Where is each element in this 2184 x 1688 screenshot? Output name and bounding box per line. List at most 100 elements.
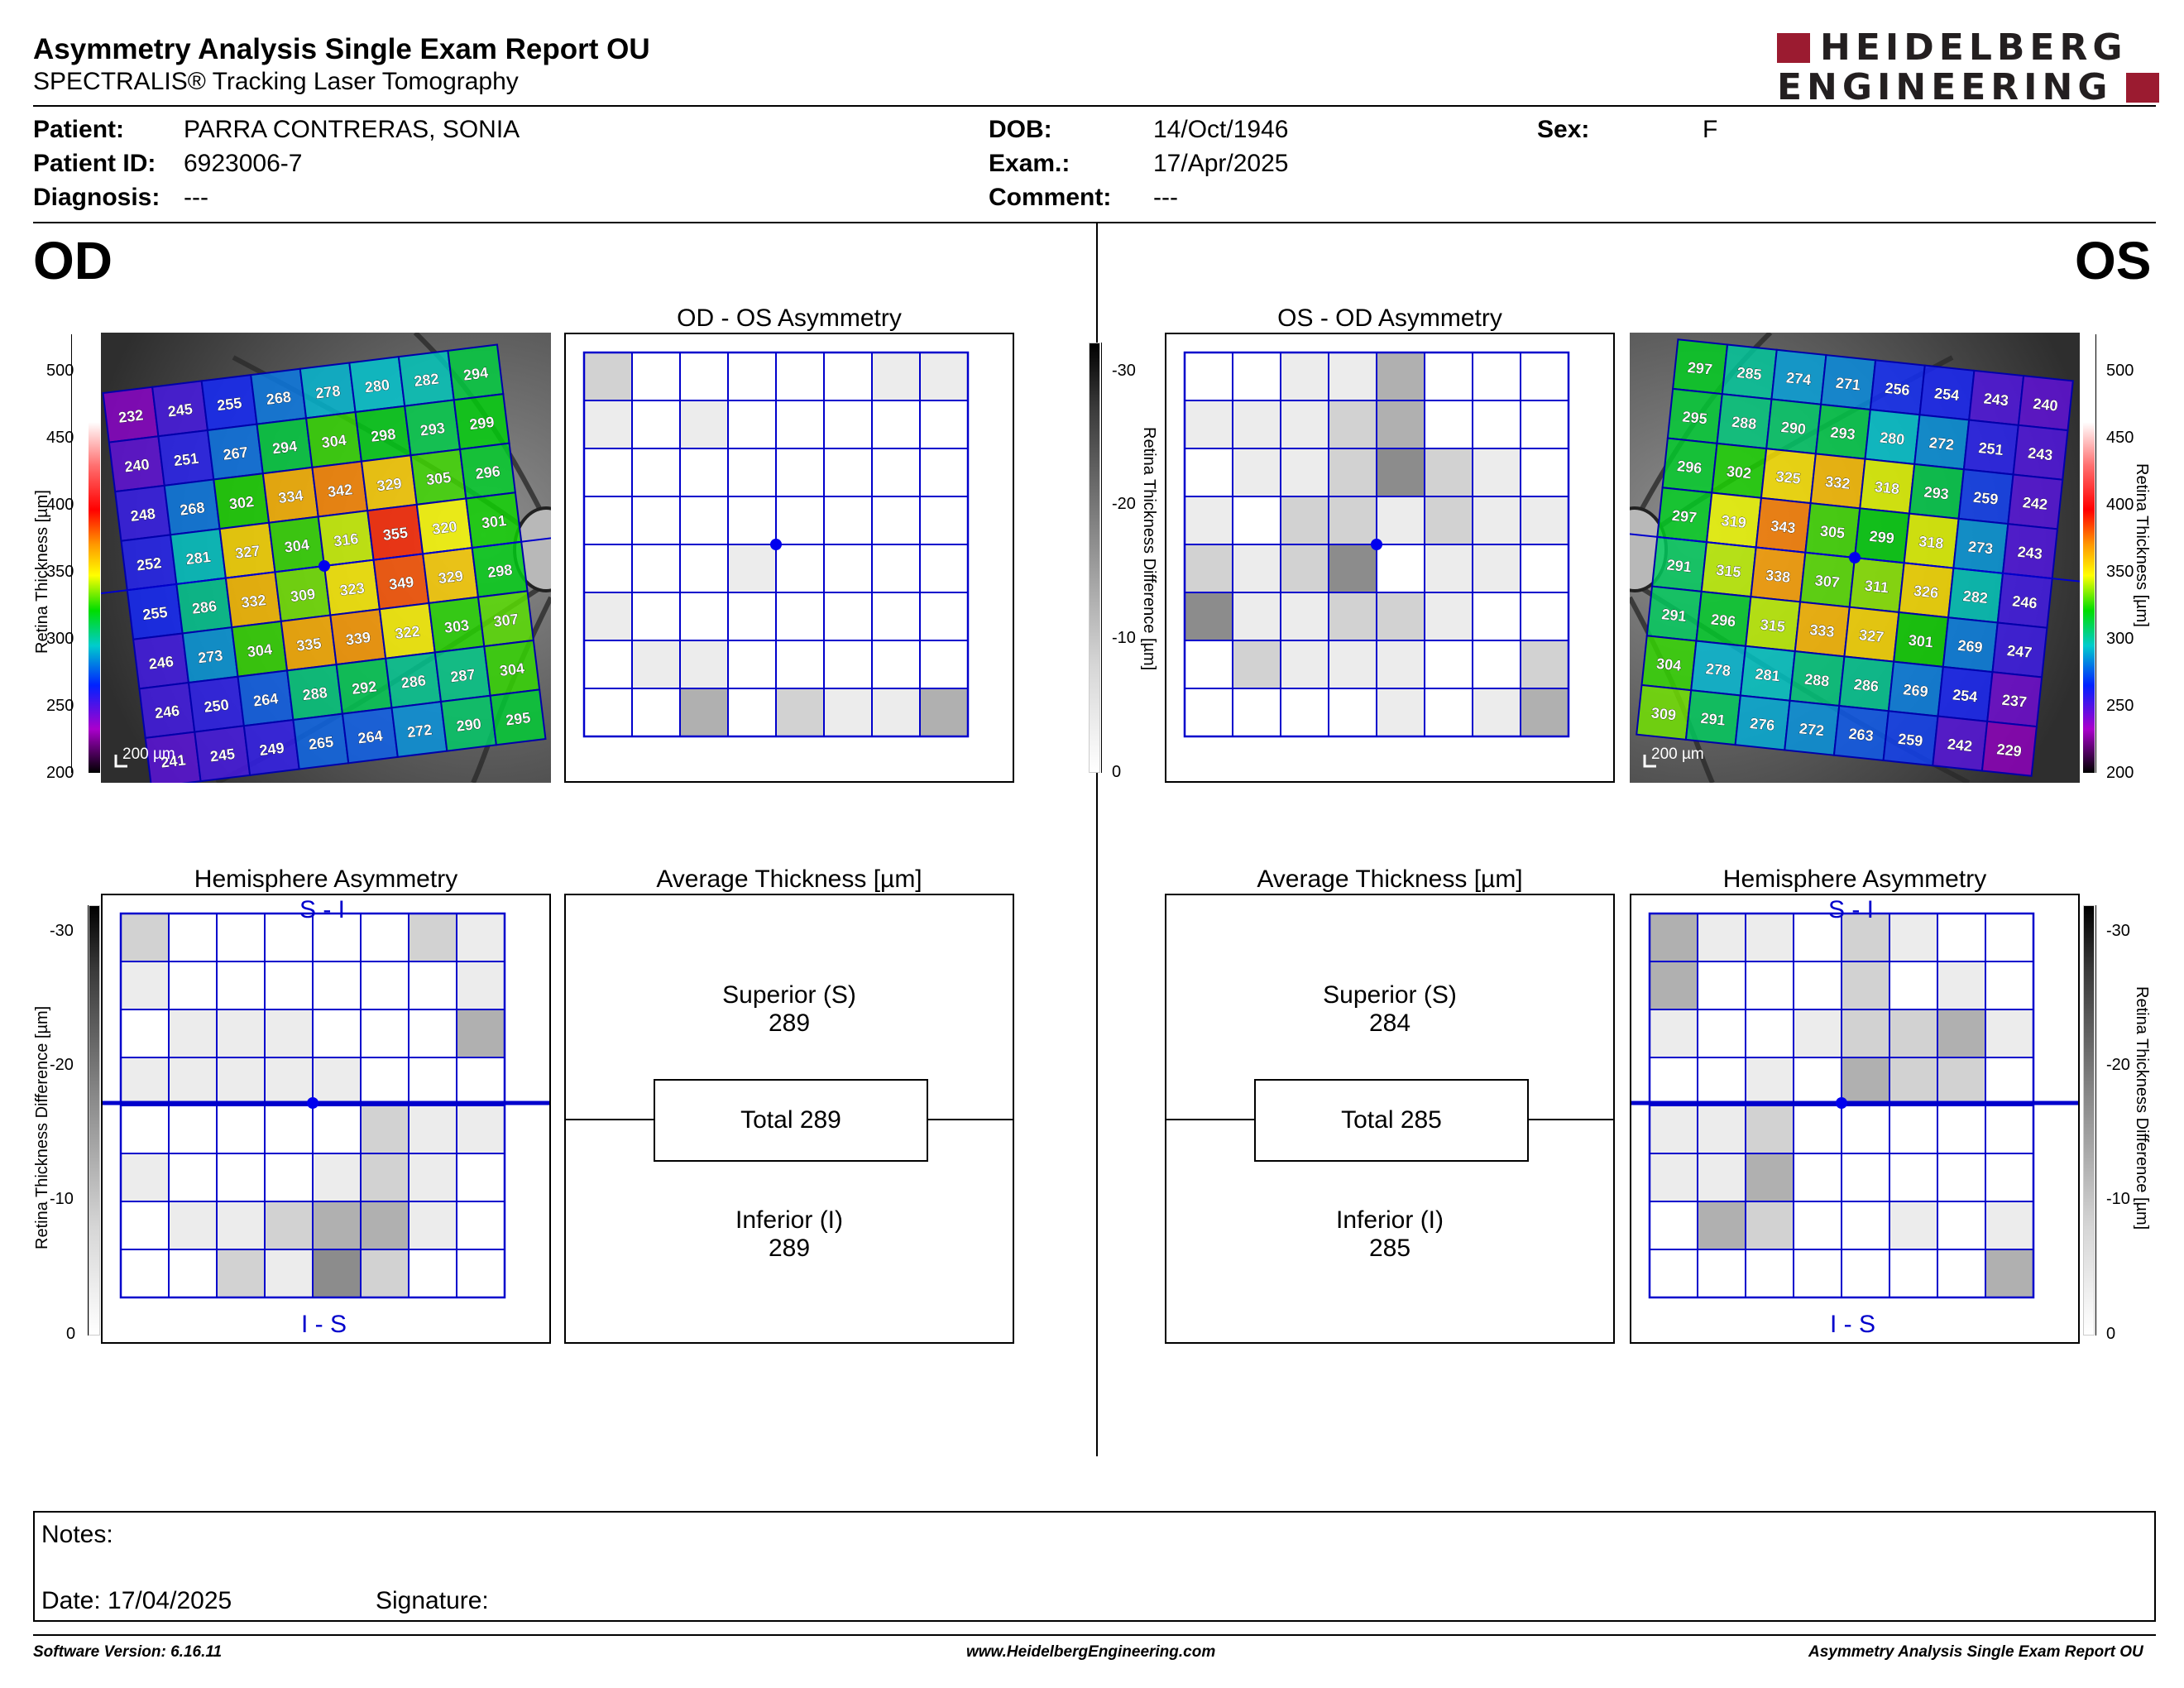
thickness-value: 254 [1952,686,1978,705]
grid-border [119,912,506,1299]
grid-cell [1937,1249,1986,1298]
grid-cell [1184,400,1233,449]
tick-label: 0 [66,1325,76,1343]
grid-cell [1472,448,1521,497]
grid-cell [583,400,633,449]
thickness-value: 256 [1885,380,1911,399]
thickness-value: 343 [1770,517,1796,536]
od-diff-axis [88,905,89,1336]
thickness-value: 304 [247,641,273,661]
thickness-value: 288 [1803,671,1830,690]
signature-label: Signature: [376,1587,489,1614]
grid-cell [456,1057,505,1106]
grid-cell [120,1249,170,1298]
grid-cell [1280,496,1329,545]
thickness-value: 295 [1682,408,1708,427]
grid-cell [1649,961,1698,1010]
grid-cell [1376,496,1425,545]
grid-cell [1793,961,1842,1010]
thickness-value: 272 [406,722,433,741]
thickness-value: 301 [481,512,507,532]
tick-label: -20 [2106,1056,2130,1074]
thickness-value: 281 [185,549,212,568]
thickness-value: 338 [1765,567,1791,586]
grid-cell [1841,1009,1890,1058]
grid-cell [1184,496,1233,545]
thickness-value: 229 [1996,741,2023,760]
grid-cell [583,592,633,641]
grid-cell [1745,1009,1794,1058]
thickness-value: 242 [2022,494,2048,513]
od-thickness-axis-label: Retina Thickness [µm] [33,490,51,654]
dob-value: 14/Oct/1946 [1153,116,1289,143]
grid-cell [775,688,825,737]
grid-cell [1424,544,1473,593]
tick-label: 200 [2106,764,2134,782]
od-inferior-value: 289 [768,1235,811,1262]
thickness-value: 318 [1918,533,1944,552]
grid-cell [631,544,681,593]
grid-cell [727,496,777,545]
fovea-marker [307,1097,318,1109]
grid-cell [1280,640,1329,689]
tick-label: 200 [46,764,74,782]
grid-cell [1889,1153,1938,1202]
grid-cell [1793,1057,1842,1106]
grid-cell [679,544,729,593]
grid-cell [1232,592,1281,641]
center-diff-axis [1101,343,1102,773]
center-diff-axis-label: Retina Thickness Difference [µm] [1140,427,1158,671]
thickness-value: 245 [209,746,236,765]
fovea-marker [1849,552,1861,563]
grid-cell [1649,1153,1698,1202]
sex-value: F [1703,116,1718,143]
os-inferior: Inferior (I) 285 [1166,1206,1613,1263]
grid-cell [1745,1153,1794,1202]
grid-cell [1424,448,1473,497]
grid-cell [1649,1201,1698,1250]
od-is-label: I - S [301,1311,347,1338]
grid-cell [1985,1249,2034,1298]
grid-cell [456,1201,505,1250]
grid-cell [727,352,777,401]
thickness-value: 291 [1700,710,1727,729]
tick-label: 300 [46,630,74,648]
os-superior-label: Superior (S) [1323,981,1457,1009]
grid-cell [1985,1009,2034,1058]
grid-cell [631,400,681,449]
grid-cell [120,1153,170,1202]
grid-cell [631,448,681,497]
grid-cell [1889,1105,1938,1154]
grid-cell [168,961,218,1010]
thickness-value: 232 [117,406,144,426]
thickness-value: 286 [400,672,427,692]
thickness-value: 302 [228,493,255,513]
thickness-value: 243 [2017,544,2043,563]
grid-cell [583,640,633,689]
tick-label: 300 [2106,630,2134,648]
thickness-value: 243 [2027,444,2053,463]
grid-cell [727,544,777,593]
thickness-value: 305 [1819,523,1846,542]
grid-cell [1376,688,1425,737]
grid-cell [1424,400,1473,449]
thickness-value: 304 [321,432,347,452]
grid-cell [312,1105,362,1154]
grid-cell [216,1105,266,1154]
os-diff-colorbar [2083,905,2095,1336]
grid-cell [1745,913,1794,962]
os-hemisphere-box [1630,894,2080,1344]
grid-cell [919,640,969,689]
grid-cell [1376,448,1425,497]
grid-cell [679,496,729,545]
patient-value: PARRA CONTRERAS, SONIA [184,116,520,143]
grid-cell [871,688,921,737]
thickness-value: 301 [1908,631,1934,650]
grid-cell [775,448,825,497]
grid-cell [583,688,633,737]
scale-bar-icon [114,755,127,768]
thickness-value: 332 [240,592,266,611]
grid-cell [1793,1249,1842,1298]
os-scale-bar-label: 200 µm [1651,746,1704,763]
thickness-value: 246 [148,653,175,673]
